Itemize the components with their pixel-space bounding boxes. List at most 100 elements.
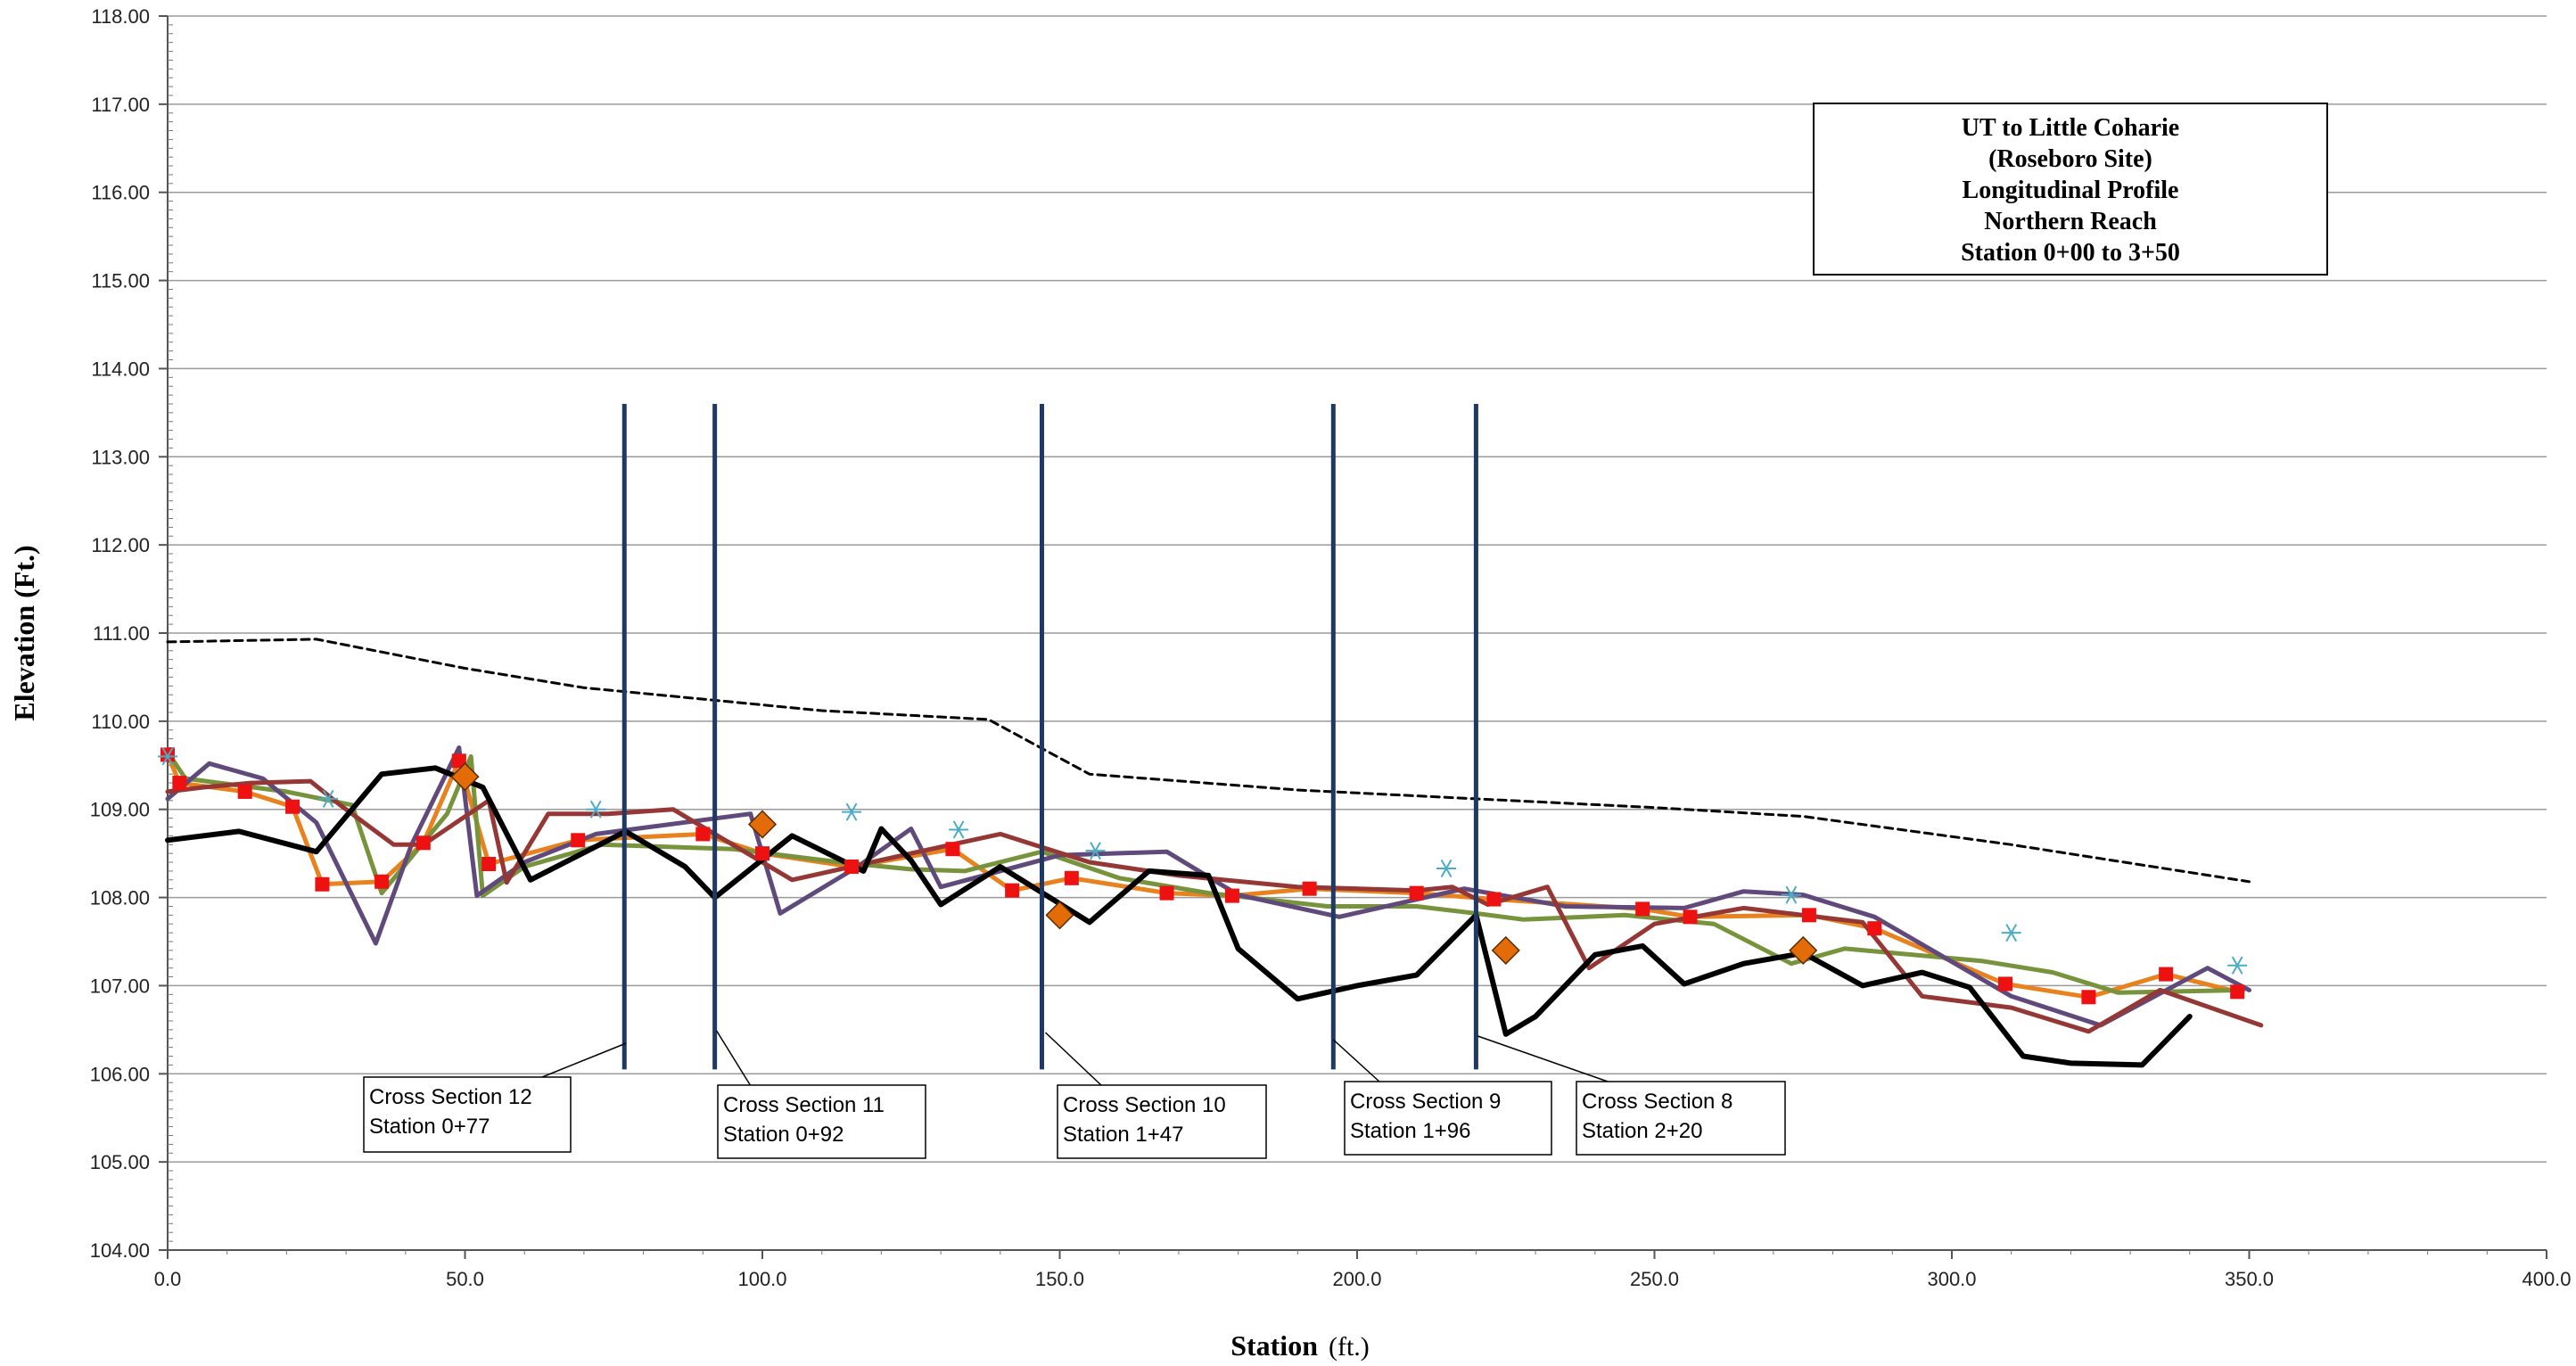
y-tick-label: 109.00 — [90, 799, 150, 821]
square-marker — [285, 799, 300, 814]
title-line-3: Longitudinal Profile — [1963, 177, 2179, 204]
star-marker — [949, 820, 969, 839]
title-line-1: UT to Little Coharie — [1962, 114, 2179, 142]
star-marker — [842, 802, 862, 821]
star-marker — [1436, 859, 1457, 877]
star-marker-stroke — [2231, 956, 2243, 975]
x-axis-title: Station (ft.) — [1230, 1329, 1370, 1362]
square-marker — [172, 776, 187, 791]
y-tick-label: 117.00 — [91, 94, 150, 116]
star-marker — [1085, 842, 1106, 860]
x-axis-title-unit: (ft.) — [1329, 1332, 1370, 1362]
diamond-marker — [450, 762, 480, 792]
square-marker — [1998, 976, 2013, 992]
square-marker — [2230, 984, 2245, 1000]
square-marker — [451, 753, 466, 769]
square-marker — [2159, 967, 2174, 982]
square-marker — [1867, 921, 1882, 936]
diamond-marker — [1491, 935, 1520, 965]
star-marker — [2001, 924, 2021, 942]
square-marker — [2081, 990, 2096, 1005]
series-line-1 — [166, 638, 2251, 884]
x-tick-label: 0.0 — [154, 1268, 182, 1290]
y-tick-label: 112.00 — [91, 534, 150, 556]
star-marker-stroke — [161, 747, 174, 766]
star-marker-stroke — [845, 802, 858, 821]
y-tick-label: 105.00 — [90, 1151, 150, 1173]
callout-label: Cross Section 12 — [369, 1085, 532, 1109]
star-marker-stroke — [1440, 859, 1453, 877]
square-marker — [315, 876, 330, 892]
square-marker — [1409, 885, 1424, 901]
callout-label: Cross Section 10 — [1063, 1093, 1226, 1117]
title-line-5: Station 0+00 to 3+50 — [1961, 239, 2180, 267]
star-marker-stroke — [322, 789, 334, 808]
x-tick-label: 350.0 — [2225, 1268, 2274, 1290]
y-tick-label: 107.00 — [90, 975, 150, 997]
callout-station: Station 1+47 — [1063, 1123, 1183, 1147]
square-marker — [844, 859, 860, 874]
y-tick-label: 111.00 — [93, 622, 150, 645]
square-marker — [1635, 901, 1650, 917]
square-marker — [1302, 881, 1317, 896]
square-marker — [416, 835, 431, 851]
callout-box — [363, 1076, 572, 1153]
x-tick-labels: 0.0 50.0 100.0 150.0 200.0 250.0 300.0 350.0 400… — [154, 1250, 2572, 1290]
chart-title-box: UT to Little Coharie (Roseboro Site) Lon… — [1813, 103, 2328, 276]
diamond-marker — [1789, 935, 1818, 965]
y-tick-label: 116.00 — [91, 182, 150, 204]
minor-ticks — [168, 24, 173, 1242]
star-marker-stroke — [1785, 885, 1798, 904]
square-marker — [1159, 885, 1174, 901]
star-marker-stroke — [589, 800, 602, 819]
square-marker — [571, 833, 586, 848]
x-tick-label: 250.0 — [1630, 1268, 1679, 1290]
y-tick-label: 108.00 — [90, 887, 150, 909]
diamond-marker — [747, 810, 778, 839]
series-line-5 — [165, 778, 2264, 1034]
square-marker — [945, 842, 960, 857]
callout-station: Station 1+96 — [1350, 1119, 1470, 1143]
square-marker — [1486, 892, 1502, 907]
callout-box — [1057, 1084, 1267, 1159]
callout-leader — [537, 1042, 627, 1080]
y-tick-labels: 104.00 105.00 106.00 107.00 108.00 109.00 110.… — [90, 5, 168, 1262]
square-marker — [374, 874, 390, 889]
callout-label: Cross Section 11 — [723, 1093, 885, 1117]
square-marker — [237, 784, 252, 799]
title-box-border — [1813, 103, 2328, 276]
callout-station: Station 2+20 — [1582, 1119, 1702, 1143]
title-line-2: (Roseboro Site) — [1988, 145, 2152, 173]
callout-leader — [1044, 1032, 1103, 1087]
square-marker — [1224, 888, 1239, 903]
cross-section-lines: Cross Section 12 Station 0+77 Cross Sectio… — [363, 403, 1786, 1159]
star-marker — [158, 747, 177, 766]
x-tick-label: 200.0 — [1332, 1268, 1381, 1290]
star-marker — [1781, 885, 1801, 904]
callout-box — [717, 1084, 926, 1159]
y-tick-label: 113.00 — [91, 446, 150, 468]
series-line-6 — [165, 765, 2193, 1068]
series-markers — [158, 747, 2248, 1005]
square-marker — [695, 827, 711, 842]
callout-leader — [1332, 1039, 1381, 1083]
callout-station: Station 0+77 — [369, 1115, 490, 1139]
square-marker — [1005, 883, 1020, 898]
series-line-4 — [165, 745, 2251, 1028]
x-tick-label: 50.0 — [446, 1268, 484, 1290]
y-tick-label: 104.00 — [90, 1239, 150, 1262]
y-axis-title: Elevation (Ft.) — [8, 545, 40, 720]
star-marker-stroke — [1090, 842, 1101, 860]
y-tick-label: 114.00 — [91, 358, 150, 380]
diamond-marker — [1045, 901, 1074, 930]
square-marker — [1801, 908, 1816, 923]
x-tick-label: 400.0 — [2522, 1268, 2571, 1290]
y-tick-label: 106.00 — [90, 1063, 150, 1085]
callout-box — [1344, 1081, 1552, 1156]
star-marker-stroke — [952, 820, 965, 839]
callout-label: Cross Section 9 — [1350, 1090, 1501, 1114]
x-tick-label: 100.0 — [737, 1268, 786, 1290]
square-marker — [1064, 870, 1079, 885]
callout-station: Station 0+92 — [723, 1123, 844, 1147]
